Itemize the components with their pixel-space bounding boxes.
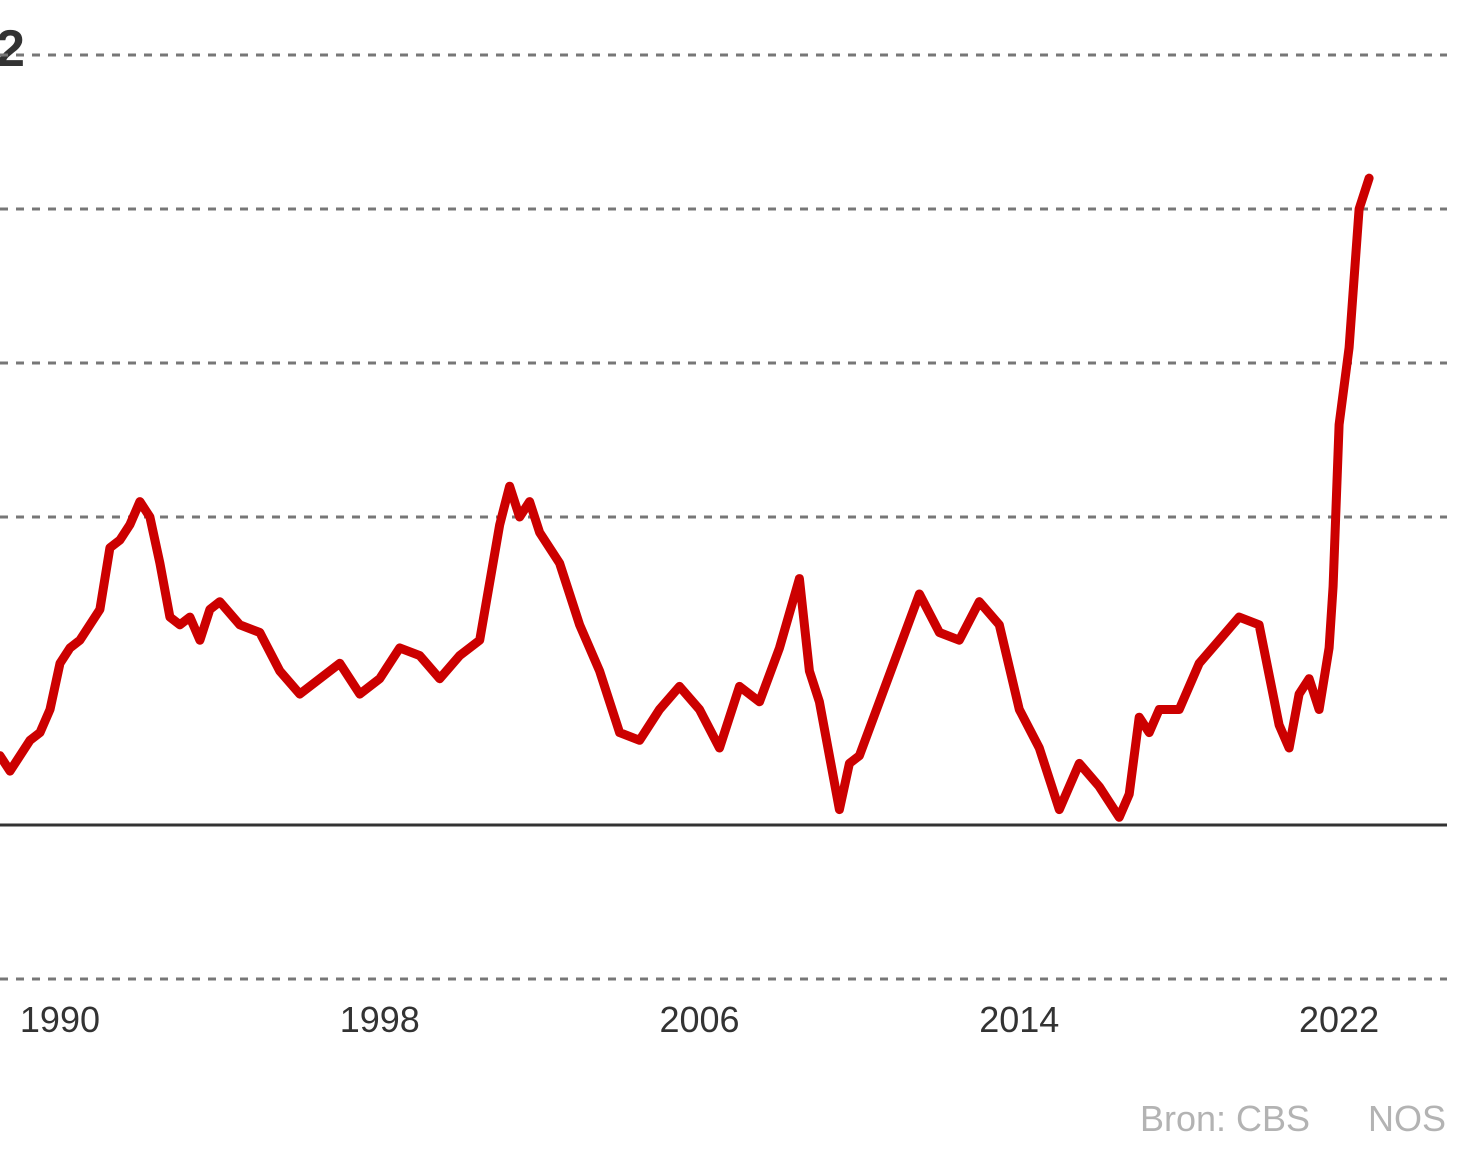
source-label: Bron: CBS [1140, 1098, 1310, 1139]
series-group [0, 173, 1374, 822]
x-tick-label: 1998 [340, 999, 420, 1040]
x-tick-label: 2022 [1299, 999, 1379, 1040]
x-tick-label: 2006 [659, 999, 739, 1040]
chart-title: 2 [0, 20, 25, 78]
x-axis-ticks: 1990 1998 2006 2014 2022 [20, 999, 1379, 1040]
series-line-0 [0, 173, 1374, 822]
x-tick-label: 1990 [20, 999, 100, 1040]
brand-label: NOS [1368, 1098, 1446, 1139]
grid-lines [0, 53, 1447, 981]
x-tick-label: 2014 [979, 999, 1059, 1040]
